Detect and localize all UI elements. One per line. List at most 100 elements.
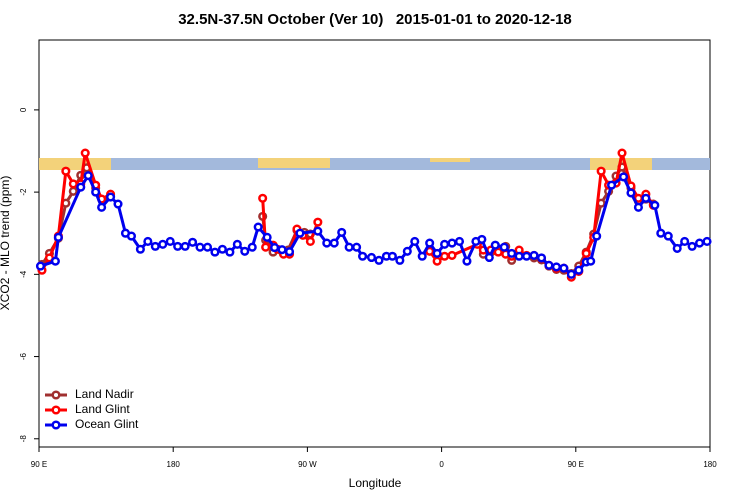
x-tick-label: 90 E <box>31 460 47 469</box>
data-point <box>313 226 323 236</box>
data-point <box>566 269 576 279</box>
legend-marker <box>51 405 61 415</box>
data-point <box>462 256 472 266</box>
x-tick-label: 180 <box>703 460 717 469</box>
data-point <box>344 242 354 252</box>
data-point <box>35 261 46 271</box>
data-point <box>617 148 627 158</box>
x-tick-label: 90 W <box>298 460 317 469</box>
data-point <box>663 231 673 241</box>
data-point <box>262 232 272 242</box>
data-point <box>687 241 697 251</box>
data-point <box>656 228 666 238</box>
data-point <box>507 248 517 258</box>
map-land <box>39 158 111 170</box>
data-point <box>195 242 205 252</box>
data-point <box>650 200 660 210</box>
data-point <box>106 192 116 202</box>
data-point <box>425 238 435 248</box>
data-point <box>695 238 705 248</box>
data-point <box>165 236 175 246</box>
data-point <box>217 244 227 254</box>
data-point <box>544 260 554 270</box>
data-point <box>490 240 500 250</box>
map-land <box>430 158 470 162</box>
data-point <box>202 242 213 252</box>
x-tick-label: 180 <box>167 460 181 469</box>
data-point <box>387 251 397 261</box>
data-point <box>61 166 71 176</box>
data-point <box>210 247 220 257</box>
data-point <box>447 238 457 248</box>
data-point <box>305 236 315 246</box>
legend-marker <box>51 420 61 430</box>
plot-frame <box>38 39 711 448</box>
data-point <box>83 171 93 181</box>
data-point <box>270 243 280 253</box>
data-point <box>514 251 524 261</box>
data-point <box>337 227 347 237</box>
data-point <box>68 186 78 196</box>
map-strip <box>39 158 710 170</box>
data-point <box>68 179 78 189</box>
data-point <box>626 188 636 198</box>
data-point <box>358 251 368 261</box>
data-point <box>97 202 107 212</box>
data-point <box>447 250 457 260</box>
data-point <box>261 242 271 252</box>
x-axis-label: Longitude <box>349 476 402 490</box>
data-point <box>702 236 712 246</box>
data-point <box>477 234 487 244</box>
data-point <box>559 263 569 273</box>
data-point <box>529 250 539 260</box>
data-point <box>417 251 427 261</box>
data-point <box>135 244 145 254</box>
data-point <box>158 239 168 249</box>
data-point <box>277 245 287 255</box>
data-point <box>536 253 547 263</box>
data-point <box>225 247 235 257</box>
data-point <box>581 248 591 258</box>
data-point <box>366 252 377 263</box>
y-tick-label: -6 <box>19 352 28 360</box>
data-point <box>374 255 384 265</box>
data-point <box>633 202 643 212</box>
data-point <box>313 217 323 227</box>
data-point <box>410 236 420 246</box>
data-point <box>113 199 123 209</box>
data-point <box>352 242 362 252</box>
data-point <box>499 242 509 252</box>
data-point <box>150 241 160 251</box>
series-line <box>40 151 655 279</box>
data-point <box>232 239 242 249</box>
data-point <box>53 232 63 242</box>
data-point <box>641 193 651 203</box>
y-tick-label: 0 <box>19 107 28 112</box>
data-point <box>680 236 690 246</box>
data-point <box>402 246 412 256</box>
data-point <box>126 231 136 241</box>
data-point <box>240 246 250 256</box>
data-point <box>607 180 617 190</box>
data-point <box>395 255 405 265</box>
data-point <box>258 193 268 203</box>
legend-label: Land Glint <box>75 402 130 416</box>
data-point <box>440 251 450 261</box>
data-point <box>592 231 602 241</box>
data-point <box>253 222 263 232</box>
data-point <box>522 251 532 261</box>
data-point <box>284 247 295 257</box>
y-tick-label: -2 <box>19 188 28 196</box>
y-tick-label: -4 <box>19 270 28 278</box>
data-point <box>329 238 339 248</box>
data-point <box>574 265 584 275</box>
map-land <box>258 158 330 168</box>
data-point <box>440 239 450 249</box>
data-point <box>596 166 606 176</box>
data-point <box>173 241 183 251</box>
chart-title: 32.5N-37.5N October (Ver 10) 2015-01-01 … <box>178 11 572 28</box>
data-point <box>80 148 90 158</box>
data-point <box>432 248 442 258</box>
data-point <box>586 256 596 266</box>
